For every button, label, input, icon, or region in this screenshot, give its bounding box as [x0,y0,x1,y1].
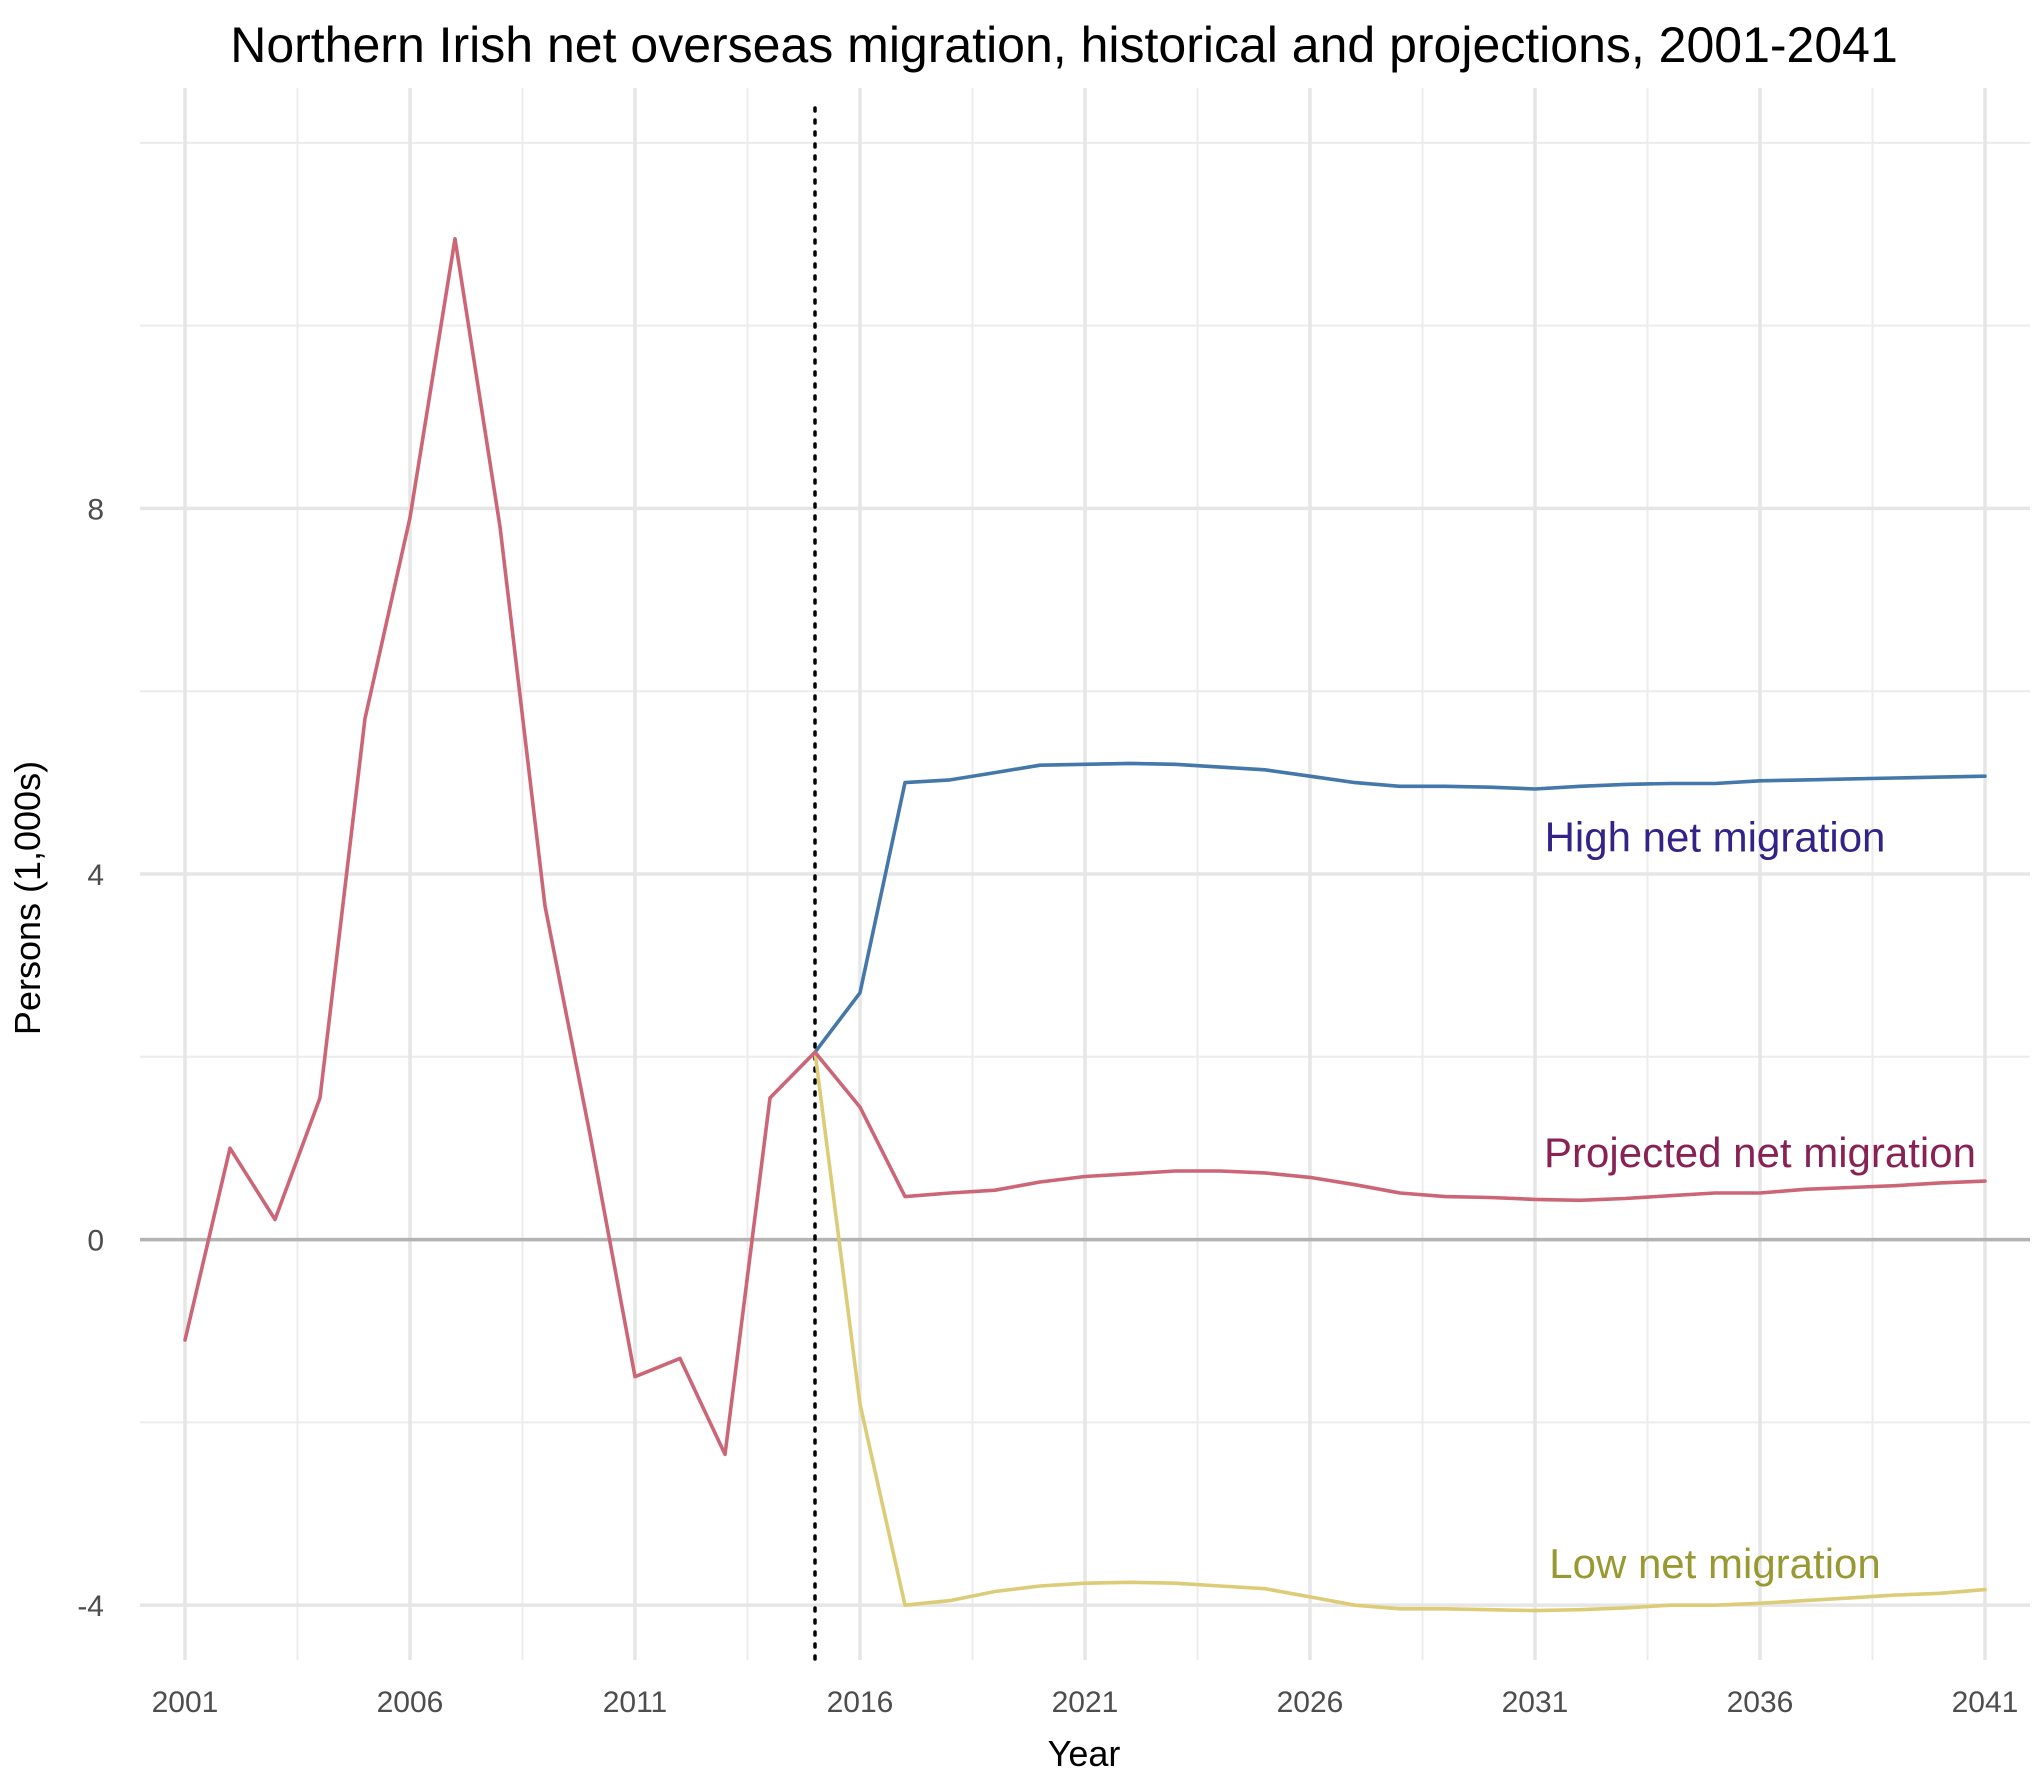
x-tick-label: 2021 [1052,1686,1119,1719]
reference-lines [140,106,2030,1662]
y-tick-label: 4 [87,859,104,892]
annotation-low-net-migration: Low net migration [1549,1540,1881,1587]
series-line-high-net-migration [813,761,1987,1054]
x-tick-label: 2001 [152,1686,219,1719]
y-tick-label: 8 [87,493,104,526]
x-tick-label: 2011 [603,1686,668,1719]
y-axis-ticks: -4 0 4 8 [77,493,104,1623]
x-tick-label: 2026 [1277,1686,1344,1719]
annotation-projected-net-migration: Projected net migration [1544,1129,1976,1176]
x-tick-label: 2031 [1502,1686,1569,1719]
x-tick-label: 2016 [827,1686,894,1719]
x-tick-label: 2006 [377,1686,444,1719]
x-axis-title: Year [1048,1733,1121,1774]
annotation-high-net-migration: High net migration [1545,813,1886,860]
series-line-projected-net-migration [183,237,1987,1457]
y-tick-label: -4 [77,1590,104,1623]
series-annotations: High net migration Projected net migratio… [1544,813,1976,1587]
chart-title: Northern Irish net overseas migration, h… [230,17,1898,73]
series-lines [183,237,1987,1613]
x-tick-label: 2036 [1727,1686,1794,1719]
grid-major [140,88,2030,1660]
y-axis-title: Persons (1,000s) [7,761,48,1035]
x-tick-label: 2041 [1952,1686,2019,1719]
series-line-low-net-migration [813,1050,1987,1613]
y-tick-label: 0 [87,1225,104,1258]
x-axis-ticks: 2001 2006 2011 2016 2021 2026 2031 2036 2041 [152,1686,2019,1719]
